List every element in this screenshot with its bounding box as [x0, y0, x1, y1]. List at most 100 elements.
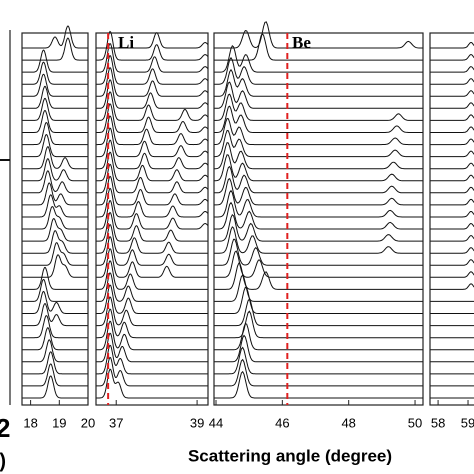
trace	[214, 238, 423, 266]
trace	[430, 283, 474, 290]
trace	[430, 235, 474, 242]
trace	[430, 211, 474, 218]
trace	[96, 187, 208, 218]
trace	[96, 79, 208, 109]
x-tick-label: 44	[209, 415, 223, 430]
trace	[22, 122, 88, 146]
panel-frame	[429, 32, 474, 406]
trace	[96, 163, 208, 194]
trace	[22, 242, 88, 266]
trace	[214, 298, 423, 327]
trace	[214, 262, 423, 290]
x-tick-label: 59	[461, 415, 474, 430]
panel	[214, 21, 423, 399]
trace	[214, 226, 423, 254]
trace	[430, 138, 474, 146]
trace	[96, 356, 208, 387]
trace	[22, 146, 88, 170]
annotation: Li	[118, 33, 134, 52]
trace	[214, 346, 423, 375]
trace	[430, 198, 474, 206]
trace	[430, 259, 474, 266]
trace	[96, 91, 208, 121]
trace	[22, 206, 88, 230]
x-tick-label: 46	[275, 415, 289, 430]
trace	[214, 201, 423, 230]
trace	[214, 117, 423, 146]
trace	[96, 260, 208, 290]
panel	[430, 42, 474, 399]
trace	[96, 103, 208, 133]
trace	[214, 250, 423, 278]
panel	[96, 30, 208, 399]
trace	[214, 129, 423, 158]
x-tick-label: 39	[190, 415, 204, 430]
trace	[96, 54, 208, 85]
panel-frame	[95, 32, 209, 406]
trace	[430, 271, 474, 278]
trace	[214, 21, 423, 49]
trace	[22, 182, 88, 206]
trace	[430, 162, 474, 170]
panels: 18 19 20 Li 37 39 Be 44 46 48 50 58 59	[21, 21, 474, 430]
trace	[22, 170, 88, 194]
trace	[214, 189, 423, 218]
trace	[96, 199, 208, 230]
trace	[214, 358, 423, 387]
trace	[96, 248, 208, 278]
trace	[96, 344, 208, 375]
trace	[22, 194, 88, 218]
trace	[430, 78, 474, 85]
trace	[22, 290, 88, 314]
y-label-part: 2	[0, 413, 10, 443]
trace	[22, 230, 88, 254]
trace	[96, 66, 208, 97]
trace	[214, 334, 423, 363]
trace	[96, 272, 208, 302]
trace	[22, 61, 88, 85]
trace	[96, 296, 208, 327]
panel	[22, 25, 88, 399]
trace	[96, 235, 208, 266]
trace	[214, 154, 423, 182]
trace	[96, 139, 208, 170]
trace	[214, 286, 423, 314]
trace	[22, 254, 88, 278]
panel-frame	[213, 32, 424, 406]
x-tick-label: 20	[81, 415, 95, 430]
trace	[96, 127, 208, 158]
x-tick-label: 48	[341, 415, 355, 430]
trace	[96, 223, 208, 254]
trace	[22, 49, 88, 73]
trace	[96, 30, 208, 61]
trace	[22, 375, 88, 399]
trace	[22, 109, 88, 133]
trace	[430, 222, 474, 230]
trace	[96, 368, 208, 399]
trace	[22, 278, 88, 302]
trace	[214, 68, 423, 97]
trace	[430, 66, 474, 73]
trace	[430, 126, 474, 133]
trace	[430, 174, 474, 182]
trace	[22, 85, 88, 109]
trace	[96, 284, 208, 314]
trace	[430, 186, 474, 194]
x-tick-label: 18	[23, 415, 37, 430]
trace	[22, 25, 88, 49]
trace	[214, 56, 423, 85]
x-tick-label: 50	[408, 415, 422, 430]
trace	[214, 141, 423, 170]
trace	[430, 114, 474, 121]
trace	[96, 32, 208, 49]
y-label-part: V)	[0, 450, 6, 472]
trace	[430, 102, 474, 109]
trace	[214, 213, 423, 242]
trace	[214, 177, 423, 206]
trace	[430, 54, 474, 61]
trace	[22, 363, 88, 387]
trace	[96, 175, 208, 206]
trace	[22, 73, 88, 97]
x-tick-label: 19	[52, 415, 66, 430]
